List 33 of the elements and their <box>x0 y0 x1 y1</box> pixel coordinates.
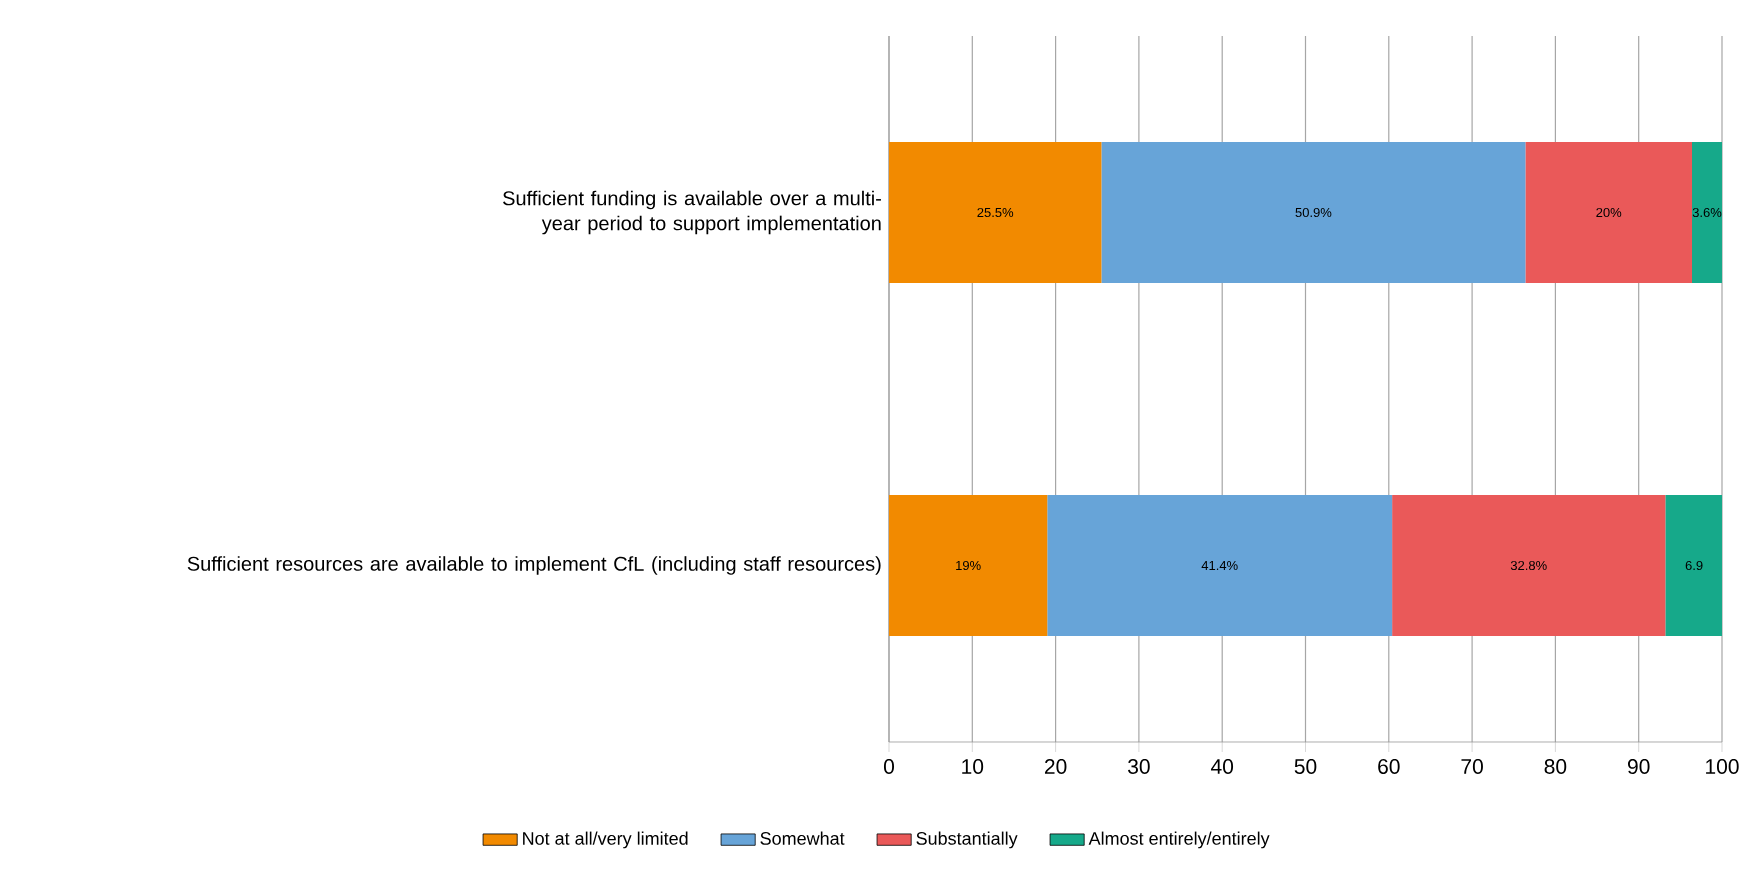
data-label: 41.4% <box>1201 560 1238 571</box>
x-tick-label: 30 <box>1128 759 1150 774</box>
bar <box>1525 141 1693 284</box>
data-label: 3.6% <box>1692 207 1722 218</box>
legend-label: Substantially <box>916 831 1018 849</box>
bar <box>889 141 1102 284</box>
x-tick-label: 100 <box>1706 759 1739 774</box>
y-tick-label: Sufficient funding is available over a multi-year period to support implementation <box>503 190 881 235</box>
x-tick-label: 40 <box>1210 759 1234 774</box>
x-tick-label: 60 <box>1378 759 1400 774</box>
bar <box>1665 494 1722 637</box>
x-tick-label: 20 <box>1044 759 1067 774</box>
bar <box>1101 141 1526 284</box>
legend-label: Almost entirely/entirely <box>1088 831 1270 849</box>
legend-label: Somewhat <box>760 831 845 845</box>
bar <box>889 494 1048 637</box>
bar <box>1392 494 1666 637</box>
data-label: 19% <box>956 560 981 571</box>
data-label: 20% <box>1596 207 1622 218</box>
legend-label: Not at all/very limited <box>523 831 688 849</box>
x-tick-label: 90 <box>1627 759 1650 774</box>
data-label: 25.5% <box>977 207 1014 218</box>
data-label: 50.9% <box>1295 207 1332 218</box>
bar <box>1047 494 1393 637</box>
x-tick-label: 50 <box>1294 759 1317 774</box>
x-tick-label: 80 <box>1544 759 1567 774</box>
y-tick-label: Sufficient resources are available to implement CfL (including staff resources) <box>187 556 881 575</box>
x-tick-label: 0 <box>883 759 895 774</box>
x-tick-label: 70 <box>1461 759 1483 774</box>
x-tick-label: 10 <box>962 759 984 774</box>
bar <box>1692 141 1722 284</box>
data-label: 6.9 <box>1685 560 1703 571</box>
data-label: 32.8% <box>1510 560 1547 571</box>
